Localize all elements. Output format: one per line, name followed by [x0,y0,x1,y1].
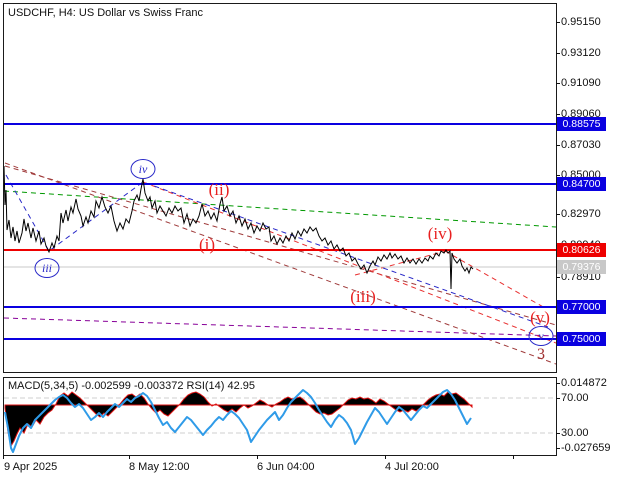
y-axis-tick [556,83,560,84]
indicator-panel[interactable]: MACD(5,34,5) -0.002599 -0.003372 RSI(14)… [3,377,557,456]
x-axis-label: 8 May 12:00 [129,461,190,473]
y-axis-tick [556,214,560,215]
indicator-canvas [4,389,556,453]
y-axis-label: 0.87030 [561,139,601,151]
price-chart-panel[interactable]: USDCHF, H4: US Dollar vs Swiss Franc [3,3,557,373]
price-line [4,165,474,290]
x-axis-tick [129,455,130,459]
y-axis-label: -0.027659 [561,442,611,454]
x-axis-tick [385,455,386,459]
red-dashed-iii-rise [354,249,451,276]
y-axis-label: 0.78910 [561,271,601,283]
brown-dashed-lower [4,162,556,365]
red-dashed-main [142,181,556,344]
indicator-title: MACD(5,34,5) -0.002599 -0.003372 RSI(14)… [8,380,256,392]
x-axis-tick [257,455,258,459]
y-axis-tick [556,448,560,449]
x-axis-label: 9 Apr 2025 [4,461,58,473]
wave-label-(iv): (iv) [427,224,453,243]
y-axis-label: 0.95150 [561,16,601,28]
x-axis-label: 4 Jul 20:00 [385,461,439,473]
price-level-badge: 0.84700 [557,177,606,191]
brown-dashed-upper [4,165,556,326]
price-chart-canvas [4,123,556,365]
price-level-badge: 0.75000 [557,332,606,346]
y-axis-tick [556,175,560,176]
price-level-badge: 0.88575 [557,117,606,131]
y-axis-label: 0.82970 [561,208,601,220]
y-axis-tick [556,53,560,54]
wave-label-iv: iv [130,159,156,179]
y-axis-label: 0.014872 [561,377,607,389]
price-level-badge: 0.77000 [557,300,606,314]
x-axis-tick [3,455,4,459]
wave-label-v: v [528,326,554,346]
macd-histogram [4,391,473,448]
wave-label-(i): (i) [198,235,216,254]
x-axis-tick [513,455,514,459]
y-axis-tick [556,433,560,434]
price-level-badge: 0.79376 [557,260,606,274]
blue-dashed-zigzag [5,174,549,328]
wave-label-3: 3 [537,346,545,363]
chart-title: USDCHF, H4: US Dollar vs Swiss Franc [8,7,203,19]
y-axis-label: 70.00 [561,392,589,404]
red-dashed-iv-drop [444,250,546,309]
y-axis-label: 0.93120 [561,47,601,59]
y-axis-tick [556,398,560,399]
y-axis-tick [556,277,560,278]
wave-label-iii: iii [34,258,60,278]
green-dashed [4,190,556,228]
y-axis-tick [556,145,560,146]
wave-label-(iii): (iii) [350,287,376,306]
price-level-badge: 0.80626 [557,243,606,257]
x-axis-label: 6 Jun 04:00 [257,461,315,473]
wave-label-(v): (v) [530,308,550,327]
wave-label-(ii): (ii) [208,180,230,199]
y-axis-label: 0.91090 [561,77,601,89]
y-axis-label: 30.00 [561,427,589,439]
violet-dashed [4,317,556,337]
y-axis-tick [556,114,560,115]
y-axis-tick [556,383,560,384]
y-axis-tick [556,22,560,23]
rsi-line [4,389,472,453]
